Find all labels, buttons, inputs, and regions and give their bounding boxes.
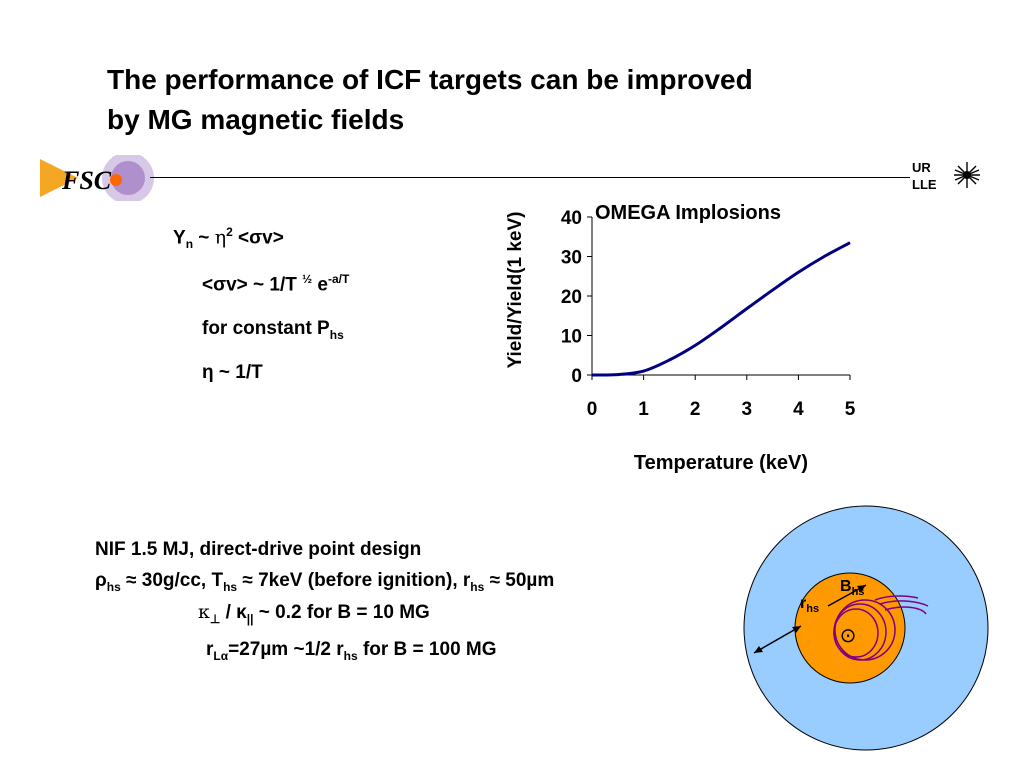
chart-title: OMEGA Implosions (595, 202, 781, 224)
x-axis-label: Temperature (keV) (634, 452, 808, 474)
title-line-1: The performance of ICF targets can be im… (107, 64, 753, 95)
omega-implosions-chart: OMEGA Implosions 0 10 20 30 40 0 1 2 3 4 5 Yield/Y… (505, 202, 856, 474)
y-tick-label: 10 (561, 327, 582, 348)
nif-parameters-line: ρhs ≈ 30g/cc, Ths ≈ 7keV (before ignitio… (95, 570, 555, 594)
nif-conductivity-line: κ⊥ / κ|| ~ 0.2 for B = 10 MG (198, 601, 430, 626)
ur-text: UR (912, 160, 931, 175)
y-tick-label: 20 (561, 287, 582, 308)
x-tick-label: 2 (690, 399, 701, 420)
radius-label: rhs (800, 595, 819, 615)
x-tick-label: 3 (742, 399, 753, 420)
x-tick-label: 1 (638, 399, 649, 420)
nif-larmor-line: rLα=27µm ~1/2 rhs for B = 100 MG (206, 639, 497, 663)
starburst-center (963, 171, 971, 179)
fsc-core (110, 174, 122, 186)
fsc-arrow-shape (40, 159, 78, 197)
field-symbol-icon: ⊙ (840, 623, 857, 647)
equation-yield: Yn ~ η2 <σv> (173, 225, 284, 252)
slide-title: The performance of ICF targets can be im… (107, 60, 927, 140)
x-tick-label: 4 (793, 399, 804, 420)
hotspot-diagram: ⊙ Bhs rhs (743, 505, 989, 751)
b-field-label: Bhs (840, 578, 864, 598)
shell-arrow-head-start (754, 646, 763, 653)
x-tick-label: 0 (587, 399, 598, 420)
nif-design-line: NIF 1.5 MJ, direct-drive point design (95, 539, 422, 560)
header-rule (150, 177, 910, 178)
y-tick-label: 40 (561, 208, 582, 229)
radius-arrow-head (857, 585, 866, 592)
equation-constant-pressure: for constant Phs (202, 318, 344, 342)
y-tick-label: 30 (561, 248, 582, 269)
fsc-logo-text: FSC (61, 166, 112, 195)
x-tick-label: 5 (845, 399, 856, 420)
fsc-sphere (111, 161, 145, 195)
y-tick-label: 0 (571, 366, 582, 387)
equation-reactivity: <σv> ~ 1/T ½ e-a/T (202, 272, 350, 296)
ur-lle-logo: UR LLE (912, 160, 980, 192)
lle-text: LLE (912, 177, 937, 192)
series-line (591, 241, 851, 377)
fsc-logo: FSC (40, 155, 154, 201)
shell-arrow-head-end (792, 626, 801, 633)
title-line-2: by MG magnetic fields (107, 104, 405, 135)
shell-thickness-arrow (753, 625, 802, 654)
equation-eta: η ~ 1/T (202, 362, 263, 383)
alpha-orbits (833, 595, 929, 661)
chart-axes (591, 217, 850, 376)
y-axis-label: Yield/Yield(1 keV) (505, 212, 526, 369)
